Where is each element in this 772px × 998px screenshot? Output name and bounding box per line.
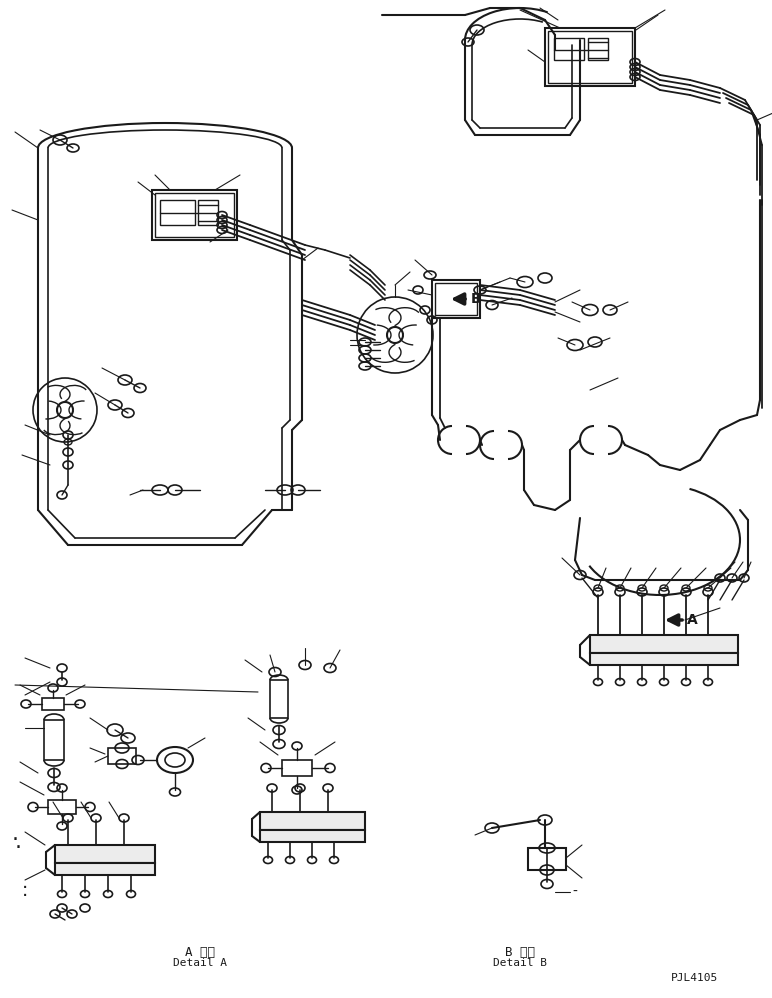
Bar xyxy=(198,200,218,225)
Bar xyxy=(44,720,64,760)
Bar xyxy=(588,38,608,60)
Bar xyxy=(48,800,76,814)
Text: Detail A: Detail A xyxy=(173,958,227,968)
Text: ·: · xyxy=(22,878,28,897)
Text: A: A xyxy=(686,613,697,627)
Bar xyxy=(55,863,155,875)
Text: B: B xyxy=(471,292,481,306)
Text: ·: · xyxy=(15,838,22,858)
Bar xyxy=(528,848,566,870)
Bar xyxy=(155,193,234,237)
Bar xyxy=(590,635,738,653)
Bar xyxy=(108,748,136,764)
Bar xyxy=(545,28,635,86)
Bar xyxy=(282,760,312,776)
Bar xyxy=(260,830,365,842)
Text: B 詳細: B 詳細 xyxy=(505,946,535,959)
Text: PJL4105: PJL4105 xyxy=(671,973,718,983)
Text: ·: · xyxy=(12,830,19,850)
Bar xyxy=(55,845,155,863)
Bar xyxy=(590,653,738,665)
Bar xyxy=(42,698,64,710)
Bar xyxy=(432,280,480,318)
Bar xyxy=(160,200,195,225)
Text: -: - xyxy=(573,885,577,899)
Bar xyxy=(435,283,477,315)
Bar xyxy=(270,680,288,718)
Bar xyxy=(554,38,584,60)
Text: Detail B: Detail B xyxy=(493,958,547,968)
Bar xyxy=(260,812,365,830)
Bar xyxy=(152,190,237,240)
Text: ·: · xyxy=(22,886,28,905)
Bar xyxy=(548,31,632,83)
Text: A 詳細: A 詳細 xyxy=(185,946,215,959)
